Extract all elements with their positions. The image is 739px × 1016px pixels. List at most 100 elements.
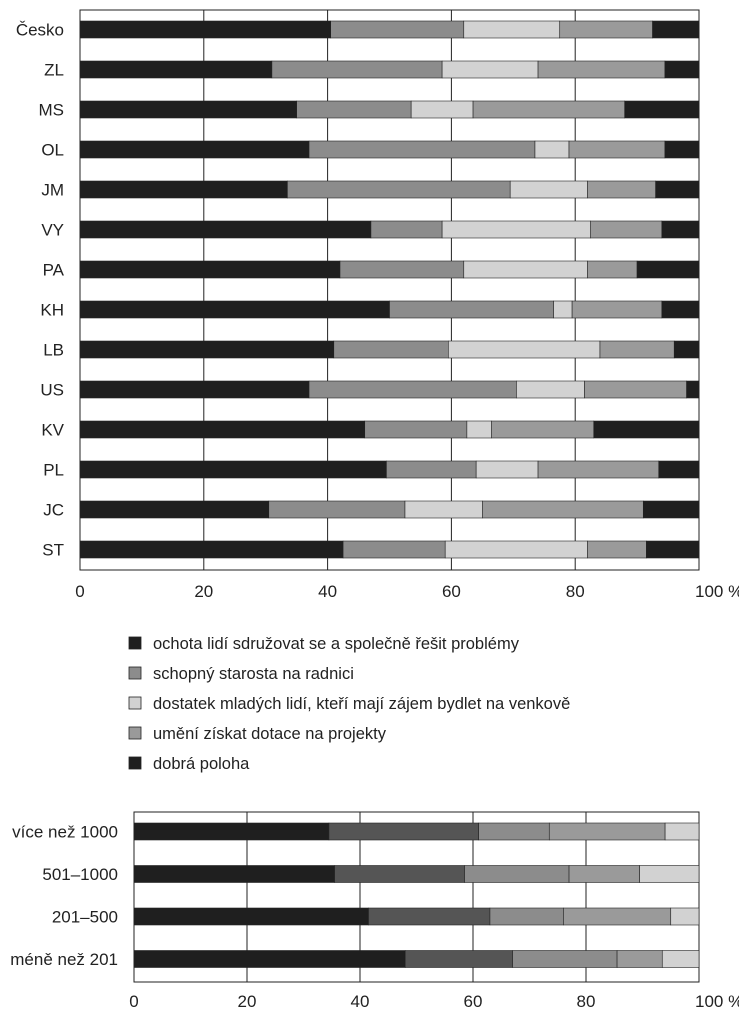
bar-LB-series-5 (673, 340, 700, 359)
bar-KH-series-2 (389, 300, 554, 319)
bar-KV-series-1 (79, 420, 366, 439)
category-label: ZL (44, 61, 64, 80)
bar-201–500-series-5 (670, 907, 700, 926)
category-label: PA (43, 261, 65, 280)
bar-PA-series-5 (636, 260, 700, 279)
bar-501–1000-series-2 (334, 865, 465, 883)
bar-Česko-series-1 (79, 20, 331, 39)
bar-201–500-series-1 (133, 907, 369, 926)
bar-JC-series-4 (482, 500, 644, 519)
bar-více-než-1000-series-3 (478, 822, 550, 841)
bar-JC-series-5 (642, 500, 700, 519)
category-label: méně než 201 (10, 950, 118, 969)
bar-ST-series-1 (79, 540, 344, 559)
bar-KH-series-5 (661, 300, 700, 319)
legend-label-2: schopný starosta na radnici (153, 665, 354, 683)
bar-201–500-series-3 (489, 907, 564, 926)
bar-ZL-series-2 (271, 60, 443, 79)
bar-US-series-3 (516, 380, 585, 399)
category-label: 501–1000 (42, 865, 118, 884)
bar-OL-series-1 (79, 140, 310, 159)
bar-více-než-1000-series-1 (133, 822, 330, 841)
x-tick-label: 20 (238, 992, 257, 1011)
x-tick-label: 100 % (695, 582, 739, 601)
bar-JM-series-1 (79, 180, 288, 199)
legend-label-4: umění získat dotace na projekty (153, 725, 387, 743)
bar-VY-series-1 (79, 220, 372, 239)
bar-JM-series-2 (287, 180, 511, 199)
bar-LB-series-4 (599, 340, 675, 359)
bar-JC-series-3 (404, 500, 483, 519)
bar-OL-series-5 (664, 140, 700, 159)
bar-KV-series-4 (491, 420, 595, 439)
bar-ZL-series-1 (79, 60, 273, 79)
category-label: US (40, 381, 64, 400)
bar-VY-series-5 (661, 220, 700, 239)
category-label: KH (40, 301, 64, 320)
bar-OL-series-2 (308, 140, 536, 159)
bar-OL-series-3 (534, 140, 570, 159)
category-label: ST (42, 541, 64, 560)
bar-méně-než-201-series-1 (133, 950, 406, 968)
category-label: VY (41, 221, 64, 240)
legend-swatch-3 (128, 696, 142, 710)
bar-501–1000-series-3 (464, 865, 570, 883)
category-label: LB (43, 341, 64, 360)
bar-PA-series-4 (587, 260, 638, 279)
legend-swatch-5 (128, 756, 142, 770)
bar-KH-series-4 (571, 300, 663, 319)
bar-JC-series-2 (268, 500, 406, 519)
legend-swatch-1 (128, 636, 142, 650)
legend: ochota lidí sdružovat se a společně řeši… (128, 635, 570, 773)
plot-frame (79, 9, 700, 571)
x-tick-label: 0 (75, 582, 84, 601)
bar-PL-series-3 (475, 460, 539, 479)
bar-ZL-series-4 (537, 60, 666, 79)
bar-Česko-series-3 (463, 20, 561, 39)
bar-ST-series-4 (587, 540, 647, 559)
legend-label-3: dostatek mladých lidí, kteří mají zájem … (153, 695, 570, 713)
plot-frame (133, 811, 700, 983)
bar-VY-series-2 (370, 220, 443, 239)
legend-label-5: dobrá poloha (153, 755, 250, 773)
bar-méně-než-201-series-2 (404, 950, 513, 968)
bar-KV-series-5 (593, 420, 700, 439)
bar-ST-series-3 (444, 540, 588, 559)
bar-KV-series-2 (364, 420, 468, 439)
bar-MS-series-1 (79, 100, 297, 119)
bar-VY-series-3 (441, 220, 591, 239)
bar-více-než-1000-series-4 (548, 822, 666, 841)
legend-label-1: ochota lidí sdružovat se a společně řeši… (153, 635, 520, 653)
bar-MS-series-2 (296, 100, 412, 119)
bar-LB-series-2 (333, 340, 449, 359)
chart-regions: Česko ZL MS OL JM VY PA KH LB US KV PL JC ST 0 20 40 60 80… (16, 9, 739, 601)
category-label: JC (43, 501, 64, 520)
bar-US-series-4 (584, 380, 687, 399)
bar-více-než-1000-series-2 (328, 822, 479, 841)
x-tick-label: 40 (318, 582, 337, 601)
x-tick-label: 80 (577, 992, 596, 1011)
bar-JM-series-4 (587, 180, 656, 199)
bar-201–500-series-4 (563, 907, 672, 926)
bar-LB-series-1 (79, 340, 335, 359)
bar-PA-series-1 (79, 260, 341, 279)
bar-Česko-series-4 (559, 20, 653, 39)
bar-501–1000-series-1 (133, 865, 335, 883)
x-tick-label: 20 (194, 582, 213, 601)
bar-JM-series-3 (509, 180, 588, 199)
category-label: MS (39, 101, 65, 120)
bar-ZL-series-5 (664, 60, 700, 79)
bar-PL-series-5 (658, 460, 700, 479)
bar-US-series-1 (79, 380, 310, 399)
bar-KV-series-3 (466, 420, 492, 439)
category-label: 201–500 (52, 908, 118, 927)
category-label: KV (41, 421, 64, 440)
bar-LB-series-3 (448, 340, 601, 359)
bar-501–1000-series-5 (639, 865, 700, 883)
legend-swatch-2 (128, 666, 142, 680)
bar-MS-series-5 (624, 100, 700, 119)
category-label: PL (43, 461, 64, 480)
x-tick-label: 60 (442, 582, 461, 601)
bar-PL-series-1 (79, 460, 387, 479)
